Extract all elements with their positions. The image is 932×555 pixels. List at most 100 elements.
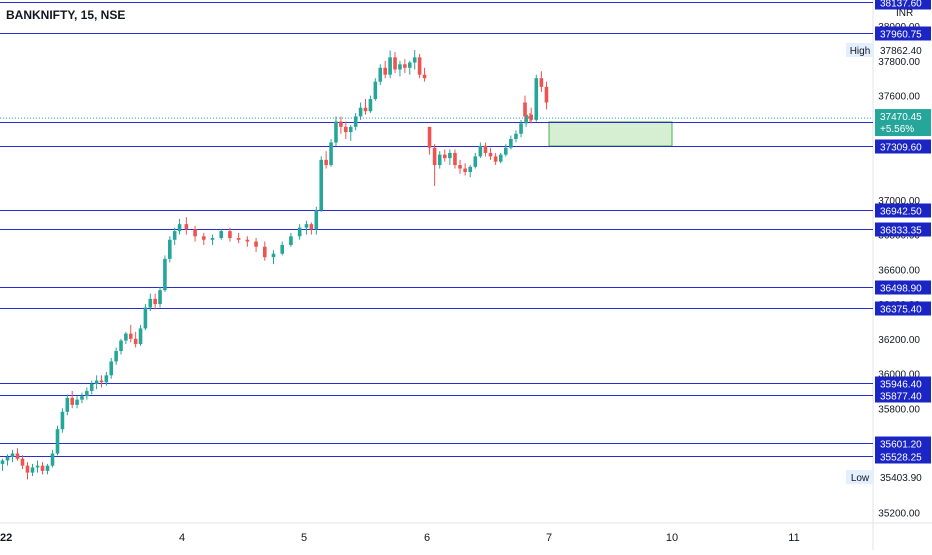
demand-zone[interactable] bbox=[548, 121, 673, 147]
candle-body bbox=[99, 380, 104, 383]
level-label-bg bbox=[875, 301, 931, 316]
candle-body bbox=[177, 224, 182, 232]
candle-body bbox=[172, 231, 177, 240]
candle-body bbox=[104, 375, 109, 383]
candle-body bbox=[80, 396, 84, 400]
candle-body bbox=[75, 399, 79, 405]
candle-body bbox=[15, 453, 20, 459]
level-label-bg bbox=[875, 376, 931, 391]
level-label: 35946.40 bbox=[880, 380, 922, 391]
y-tick-label: 36000.00 bbox=[878, 370, 920, 381]
candle-body bbox=[339, 121, 343, 127]
candle-body bbox=[403, 64, 407, 68]
candle-body bbox=[94, 380, 99, 384]
candle-body bbox=[133, 338, 138, 345]
candle-body bbox=[378, 67, 383, 82]
candle-body bbox=[493, 156, 498, 162]
candle-body bbox=[393, 57, 397, 70]
candle-body bbox=[85, 390, 89, 397]
candle-body bbox=[245, 239, 250, 242]
candle-body bbox=[417, 57, 422, 75]
currency-label[interactable]: INR bbox=[896, 8, 914, 19]
candle-body bbox=[539, 78, 544, 87]
candle-body bbox=[427, 126, 432, 148]
candle-body bbox=[168, 239, 172, 259]
level-label-bg bbox=[875, 0, 931, 10]
low-label-bg bbox=[846, 470, 874, 485]
high-label-bg bbox=[846, 42, 874, 57]
candle-body bbox=[184, 224, 189, 230]
last-price-change: +5.56% bbox=[880, 124, 914, 135]
candles bbox=[0, 50, 549, 480]
candle-body bbox=[25, 465, 30, 473]
candle-body bbox=[210, 238, 215, 240]
candle-body bbox=[236, 238, 241, 240]
candle-body bbox=[437, 154, 442, 166]
candle-body bbox=[348, 126, 353, 133]
candle-body bbox=[143, 307, 148, 329]
high-value: 37862.40 bbox=[880, 46, 922, 57]
candle-body bbox=[407, 62, 412, 68]
candle-body bbox=[280, 244, 285, 254]
candle-body bbox=[20, 458, 25, 466]
candle-body bbox=[5, 456, 10, 461]
x-tick-label: 10 bbox=[666, 532, 678, 544]
candle-body bbox=[503, 147, 508, 155]
candle-body bbox=[373, 81, 378, 100]
candle-body bbox=[488, 152, 493, 157]
y-tick-label: 36200.00 bbox=[878, 335, 920, 346]
candle-body bbox=[70, 397, 74, 405]
x-tick-label: 5 bbox=[301, 532, 307, 544]
candle-body bbox=[128, 333, 133, 339]
price-tags: 37470.45+5.56% High 37862.40 Low 35403.90 bbox=[0, 42, 931, 485]
candle-body bbox=[473, 156, 478, 167]
candle-body bbox=[448, 152, 452, 159]
candle-body bbox=[271, 253, 276, 258]
candle-body bbox=[138, 328, 143, 345]
candle-body bbox=[458, 165, 462, 169]
candle-body bbox=[319, 159, 324, 211]
candle-body bbox=[289, 236, 293, 245]
candle-body bbox=[314, 210, 319, 230]
symbol-title[interactable]: BANKNIFTY, 15, NSE bbox=[6, 8, 126, 22]
candle-body bbox=[50, 453, 55, 466]
candle-body bbox=[0, 460, 5, 464]
high-label: High bbox=[850, 46, 871, 57]
y-tick-label: 37800.00 bbox=[878, 57, 920, 68]
zone-rect[interactable] bbox=[548, 121, 673, 147]
level-label-bg bbox=[875, 203, 931, 218]
candle-body bbox=[398, 64, 402, 70]
candle-body bbox=[329, 142, 333, 166]
candle-body bbox=[463, 168, 467, 173]
candle-body bbox=[544, 86, 549, 103]
candle-body bbox=[412, 57, 417, 63]
level-label: 36375.40 bbox=[880, 305, 922, 316]
candle-body bbox=[388, 57, 392, 75]
candle-body bbox=[422, 74, 427, 79]
level-label: 35877.40 bbox=[880, 392, 922, 403]
candle-body bbox=[109, 361, 114, 376]
candle-body bbox=[158, 290, 162, 305]
candle-body bbox=[163, 258, 167, 291]
candle-body bbox=[219, 231, 224, 239]
last-price-value: 37470.45 bbox=[880, 112, 922, 123]
candle-body bbox=[358, 107, 363, 117]
x-tick-label: 2022 bbox=[0, 532, 12, 544]
candle-body bbox=[119, 340, 123, 351]
x-tick-label: 4 bbox=[179, 532, 185, 544]
candle-body bbox=[297, 227, 302, 237]
candle-body bbox=[89, 383, 94, 391]
candle-body bbox=[478, 145, 483, 157]
y-tick-label: 37600.00 bbox=[878, 92, 920, 103]
y-tick-label: 35800.00 bbox=[878, 404, 920, 415]
candle-body bbox=[254, 241, 258, 247]
candle-body bbox=[368, 99, 373, 112]
last-price-tag bbox=[875, 109, 931, 137]
time-axis-ticks: 2022 4 5 6 7 10 11 bbox=[0, 532, 800, 544]
level-label: 37309.60 bbox=[880, 143, 922, 154]
candle-body bbox=[10, 453, 15, 457]
candle-body bbox=[153, 298, 157, 305]
